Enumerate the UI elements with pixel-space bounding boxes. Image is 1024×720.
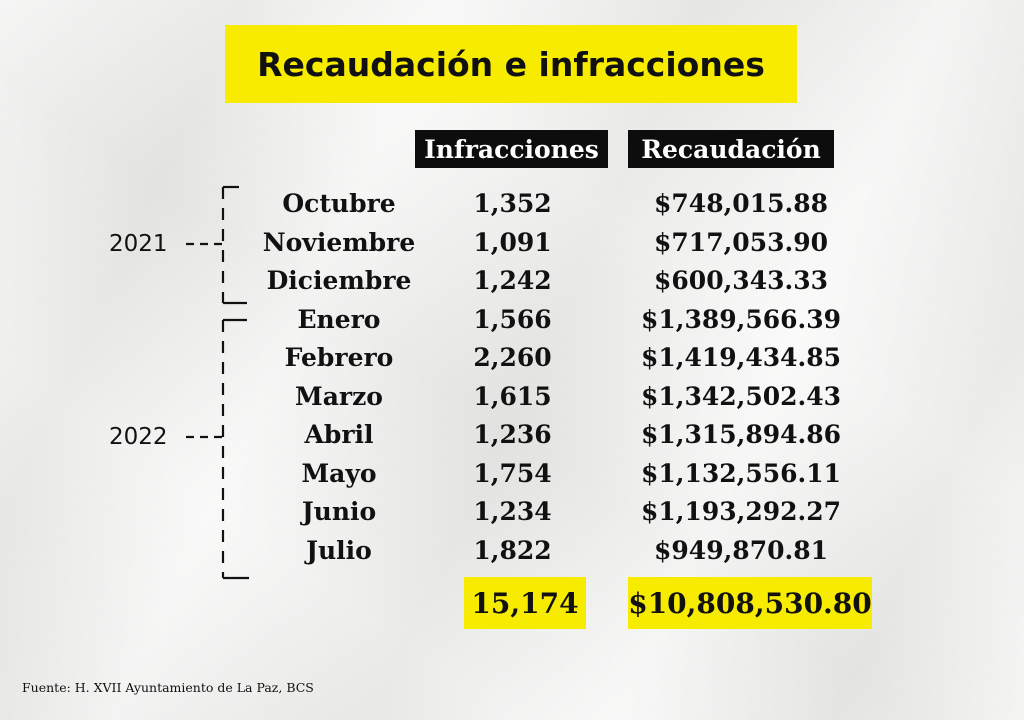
recaudacion-value: $1,419,434.85 <box>640 343 842 372</box>
source-note: Fuente: H. XVII Ayuntamiento de La Paz, … <box>22 680 314 695</box>
month-label: Julio <box>306 536 372 565</box>
month-label: Junio <box>301 497 377 526</box>
month-label: Abril <box>304 420 374 449</box>
recaudacion-value: $1,315,894.86 <box>640 420 842 449</box>
infracciones-value: 1,234 <box>473 497 552 526</box>
recaudacion-value: $1,342,502.43 <box>640 382 842 411</box>
infracciones-value: 1,822 <box>473 536 552 565</box>
page-title: Recaudación e infracciones <box>257 44 765 84</box>
recaudacion-value: $1,132,556.11 <box>640 459 842 488</box>
month-label: Octubre <box>282 189 396 218</box>
infracciones-value: 1,615 <box>473 382 552 411</box>
infracciones-value: 1,236 <box>473 420 552 449</box>
column-header-infracciones: Infracciones <box>415 130 608 168</box>
infracciones-value: 1,566 <box>473 305 552 334</box>
infracciones-value: 1,091 <box>473 228 552 257</box>
title-banner: Recaudación e infracciones <box>225 25 797 103</box>
infracciones-value: 1,242 <box>473 266 552 295</box>
recaudacion-value: $949,870.81 <box>654 536 828 565</box>
month-label: Marzo <box>295 382 383 411</box>
recaudacion-value: $600,343.33 <box>654 266 828 295</box>
recaudacion-value: $1,389,566.39 <box>640 305 842 334</box>
infracciones-value: 2,260 <box>473 343 552 372</box>
total-infracciones: 15,174 <box>464 577 586 629</box>
month-label: Febrero <box>284 343 394 372</box>
month-label: Diciembre <box>266 266 412 295</box>
year-label-2021: 2021 <box>109 231 168 257</box>
infracciones-value: 1,352 <box>473 189 552 218</box>
infracciones-value: 1,754 <box>473 459 552 488</box>
total-recaudacion: $10,808,530.80 <box>628 577 872 629</box>
recaudacion-value: $1,193,292.27 <box>640 497 842 526</box>
column-header-recaudacion: Recaudación <box>628 130 834 168</box>
month-label: Mayo <box>301 459 377 488</box>
year-label-2022: 2022 <box>109 424 168 450</box>
month-label: Enero <box>297 305 381 334</box>
recaudacion-value: $717,053.90 <box>654 228 828 257</box>
month-label: Noviembre <box>262 228 416 257</box>
recaudacion-value: $748,015.88 <box>654 189 828 218</box>
